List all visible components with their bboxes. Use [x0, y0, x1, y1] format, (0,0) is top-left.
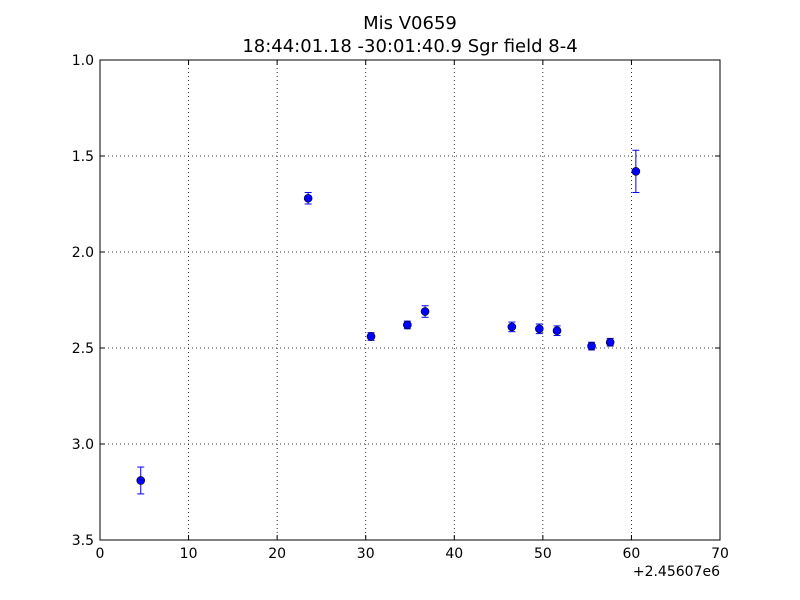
- y-tick-label: 1.0: [72, 53, 94, 69]
- data-point: [535, 324, 544, 334]
- y-tick-label: 2.5: [72, 341, 94, 357]
- data-point: [366, 332, 376, 341]
- x-tick-label: 40: [445, 546, 463, 562]
- axis-tick-labels: 0 10 20 30 40 50 60 70 1.0 1.5 2.0 2.5 3.0 3.5: [72, 53, 729, 562]
- x-offset-label: +2.45607e6: [633, 564, 720, 580]
- x-tick-label: 0: [96, 546, 105, 562]
- x-tick-label: 30: [357, 546, 375, 562]
- x-tick-label: 60: [623, 546, 641, 562]
- data-point: [552, 326, 562, 336]
- x-tick-label: 20: [268, 546, 286, 562]
- x-tick-label: 10: [180, 546, 198, 562]
- data-point: [303, 193, 313, 203]
- data-point: [631, 167, 641, 176]
- data-point: [403, 320, 412, 330]
- x-tick-label: 50: [534, 546, 552, 562]
- data-points: [136, 149, 641, 495]
- y-tick-label: 2.0: [72, 245, 94, 261]
- y-tick-label: 3.0: [72, 437, 94, 453]
- chart-title: Mis V0659: [363, 13, 457, 34]
- data-point: [605, 337, 615, 347]
- x-tick-label: 70: [711, 546, 729, 562]
- data-point: [420, 307, 430, 316]
- y-tick-label: 3.5: [72, 533, 94, 549]
- plot-frame: [99, 59, 721, 541]
- y-tick-label: 1.5: [72, 149, 94, 165]
- chart-subtitle: 18:44:01.18 -30:01:40.9 Sgr field 8-4: [242, 36, 577, 57]
- data-point: [507, 322, 517, 332]
- grid: [100, 60, 720, 540]
- data-point: [587, 341, 596, 351]
- data-point: [136, 476, 146, 485]
